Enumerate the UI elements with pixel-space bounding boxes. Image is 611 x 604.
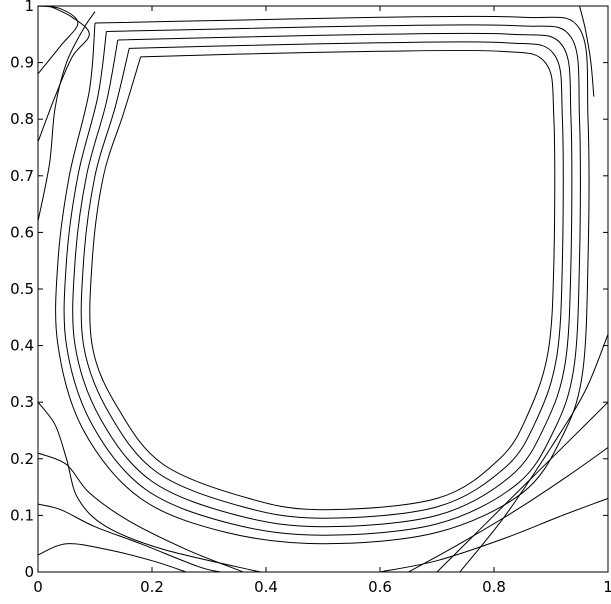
eddy-contour-line-10: [37, 5, 90, 142]
y-tick-label: 1: [24, 0, 34, 15]
eddy-contour-line-8: [459, 334, 609, 573]
y-tick-label: 0.9: [10, 54, 34, 72]
corner-eddy-contours: [37, 5, 609, 573]
y-tick-label: 0.4: [10, 337, 34, 355]
eddy-contour-line-4: [37, 401, 261, 573]
eddy-contour-line-6: [408, 447, 609, 573]
primary-contour-line-2: [63, 24, 581, 536]
primary-contour-line-4: [80, 41, 564, 519]
x-tick-label: 1: [603, 578, 611, 596]
eddy-contour-line-12: [579, 5, 595, 97]
y-tick-label: 0.5: [10, 280, 34, 298]
x-tick-label: 0.2: [140, 578, 164, 596]
x-tick-label: 0.8: [482, 578, 506, 596]
primary-contour-line-1: [55, 15, 590, 545]
y-tick-label: 0.6: [10, 223, 34, 241]
x-axis-ticks: 0 0.2 0.4 0.6 0.8 1: [33, 6, 611, 596]
y-tick-label: 0.8: [10, 110, 34, 128]
x-tick-label: 0.6: [368, 578, 392, 596]
y-tick-label: 0.1: [10, 506, 34, 524]
y-tick-label: 0: [24, 563, 34, 581]
primary-contour-line-5: [89, 49, 556, 511]
x-tick-label: 0.4: [254, 578, 278, 596]
y-tick-label: 0.2: [10, 450, 34, 468]
eddy-contour-line-1: [37, 543, 187, 573]
eddy-contour-line-2: [37, 503, 221, 573]
eddy-contour-line-3: [37, 452, 244, 573]
primary-contour-line-3: [72, 32, 573, 528]
eddy-contour-line-5: [379, 497, 609, 573]
primary-vortex-contours: [55, 15, 590, 545]
eddy-contour-line-11: [37, 5, 79, 75]
eddy-contour-line-7: [436, 401, 609, 573]
y-axis-ticks: 0 0.1 0.2 0.3 0.4 0.5 0.6 0.7 0.8 0.9 1: [10, 0, 608, 581]
y-tick-label: 0.7: [10, 167, 34, 185]
y-tick-label: 0.3: [10, 393, 34, 411]
x-tick-label: 0: [33, 578, 43, 596]
